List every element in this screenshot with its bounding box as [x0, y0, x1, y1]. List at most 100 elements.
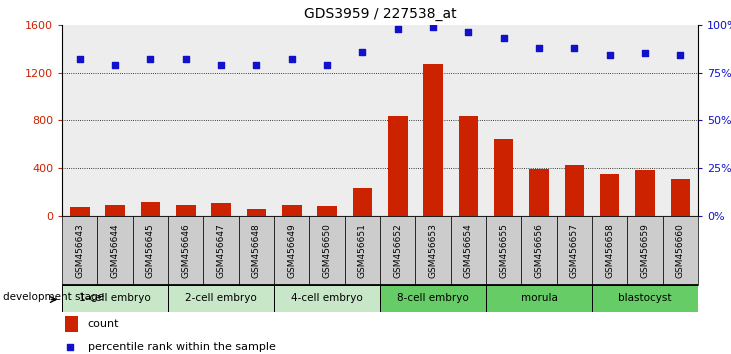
Point: [357, 49, 368, 55]
Bar: [247, 209, 266, 216]
Text: GSM456659: GSM456659: [640, 223, 650, 278]
Bar: [459, 115, 478, 216]
Bar: [494, 139, 513, 216]
Bar: [62, 25, 97, 216]
Point: [286, 56, 298, 62]
Text: GSM456656: GSM456656: [534, 223, 544, 278]
Text: GSM456645: GSM456645: [146, 223, 155, 278]
Bar: [309, 25, 345, 216]
Bar: [317, 206, 337, 216]
Bar: [282, 205, 301, 216]
Bar: [529, 169, 549, 216]
Text: 2-cell embryo: 2-cell embryo: [185, 293, 257, 303]
FancyBboxPatch shape: [486, 216, 521, 285]
Text: morula: morula: [520, 293, 558, 303]
Text: GSM456651: GSM456651: [358, 223, 367, 278]
Text: GSM456652: GSM456652: [393, 223, 402, 278]
Point: [74, 56, 86, 62]
FancyBboxPatch shape: [521, 216, 557, 285]
Bar: [592, 25, 627, 216]
FancyBboxPatch shape: [380, 285, 486, 312]
Text: blastocyst: blastocyst: [618, 293, 672, 303]
Text: GSM456648: GSM456648: [252, 223, 261, 278]
Text: GSM456654: GSM456654: [464, 223, 473, 278]
Bar: [486, 25, 521, 216]
Point: [215, 62, 227, 68]
FancyBboxPatch shape: [309, 216, 345, 285]
Point: [498, 35, 510, 41]
FancyBboxPatch shape: [203, 216, 239, 285]
Bar: [557, 25, 592, 216]
Bar: [65, 316, 78, 332]
FancyBboxPatch shape: [486, 285, 592, 312]
FancyBboxPatch shape: [415, 216, 451, 285]
Point: [427, 24, 439, 29]
Bar: [105, 205, 125, 216]
Bar: [239, 25, 274, 216]
FancyBboxPatch shape: [345, 216, 380, 285]
Text: GSM456644: GSM456644: [110, 223, 120, 278]
Text: 4-cell embryo: 4-cell embryo: [291, 293, 363, 303]
FancyBboxPatch shape: [62, 285, 168, 312]
Bar: [600, 173, 619, 216]
Bar: [203, 25, 239, 216]
Bar: [70, 207, 89, 216]
Bar: [345, 25, 380, 216]
Point: [392, 26, 404, 32]
Bar: [141, 202, 160, 216]
Bar: [635, 170, 655, 216]
FancyBboxPatch shape: [380, 216, 415, 285]
Bar: [565, 165, 584, 216]
FancyBboxPatch shape: [663, 216, 698, 285]
Bar: [451, 25, 486, 216]
Bar: [211, 204, 231, 216]
Bar: [521, 25, 557, 216]
Text: GSM456657: GSM456657: [570, 223, 579, 278]
Text: GSM456660: GSM456660: [676, 223, 685, 278]
Text: GSM456643: GSM456643: [75, 223, 84, 278]
Bar: [423, 64, 443, 216]
Bar: [353, 188, 372, 216]
Bar: [176, 205, 195, 216]
FancyBboxPatch shape: [592, 216, 627, 285]
Point: [675, 52, 686, 58]
Text: 1-cell embryo: 1-cell embryo: [79, 293, 151, 303]
Text: count: count: [88, 319, 119, 330]
Text: GSM456646: GSM456646: [181, 223, 190, 278]
Bar: [97, 25, 133, 216]
Point: [533, 45, 545, 51]
Point: [604, 52, 616, 58]
Text: GSM456649: GSM456649: [287, 223, 296, 278]
Text: percentile rank within the sample: percentile rank within the sample: [88, 342, 276, 353]
Text: GSM456650: GSM456650: [322, 223, 332, 278]
Bar: [415, 25, 451, 216]
FancyBboxPatch shape: [274, 216, 309, 285]
Point: [639, 51, 651, 56]
FancyBboxPatch shape: [592, 285, 698, 312]
FancyBboxPatch shape: [627, 216, 663, 285]
Bar: [671, 179, 690, 216]
Point: [463, 30, 474, 35]
FancyBboxPatch shape: [168, 216, 203, 285]
Bar: [274, 25, 309, 216]
Text: GSM456655: GSM456655: [499, 223, 508, 278]
Bar: [663, 25, 698, 216]
FancyBboxPatch shape: [133, 216, 168, 285]
FancyBboxPatch shape: [274, 285, 380, 312]
Point: [569, 45, 580, 51]
Bar: [388, 115, 407, 216]
Bar: [380, 25, 415, 216]
FancyBboxPatch shape: [239, 216, 274, 285]
Point: [251, 62, 262, 68]
FancyBboxPatch shape: [168, 285, 274, 312]
Point: [145, 56, 156, 62]
Title: GDS3959 / 227538_at: GDS3959 / 227538_at: [304, 7, 456, 21]
FancyBboxPatch shape: [557, 216, 592, 285]
FancyBboxPatch shape: [97, 216, 133, 285]
Text: GSM456647: GSM456647: [216, 223, 226, 278]
Text: GSM456653: GSM456653: [428, 223, 438, 278]
Bar: [133, 25, 168, 216]
FancyBboxPatch shape: [451, 216, 486, 285]
Text: development stage: development stage: [3, 292, 104, 302]
Bar: [627, 25, 663, 216]
